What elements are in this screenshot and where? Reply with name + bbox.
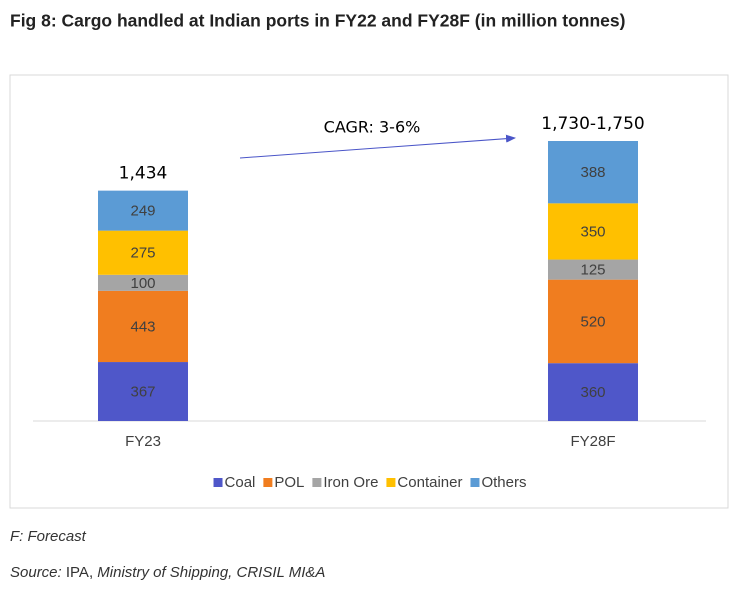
legend-swatch bbox=[263, 478, 273, 487]
source-rest: Ministry of Shipping, CRISIL MI&A bbox=[97, 564, 325, 581]
value-label: 443 bbox=[130, 318, 155, 335]
legend-swatch bbox=[470, 478, 480, 487]
legend-swatch bbox=[312, 478, 322, 487]
total-label: 1,730-1,750 bbox=[541, 114, 644, 134]
bar-segment bbox=[98, 190, 188, 231]
x-tick-label: FY28F bbox=[570, 433, 615, 450]
total-label: 1,434 bbox=[119, 164, 168, 184]
value-label: 249 bbox=[130, 203, 155, 220]
value-label: 275 bbox=[130, 245, 155, 262]
bar-segment bbox=[98, 274, 188, 291]
source: Source: IPA, Ministry of Shipping, CRISI… bbox=[10, 564, 325, 581]
bar-segment bbox=[548, 259, 638, 280]
cagr-arrow bbox=[239, 134, 516, 159]
source-label: Source: bbox=[10, 564, 62, 581]
value-label: 350 bbox=[580, 223, 605, 240]
legend-label: Iron Ore bbox=[323, 474, 378, 491]
bar-segment bbox=[548, 363, 638, 421]
legend-label: Others bbox=[481, 474, 526, 491]
bar-segment bbox=[98, 290, 188, 363]
value-label: 388 bbox=[580, 164, 605, 181]
bar-segment bbox=[98, 230, 188, 275]
value-label: 360 bbox=[580, 384, 605, 401]
plot-frame bbox=[9, 74, 729, 509]
bar-segment bbox=[548, 203, 638, 260]
legend-swatch bbox=[213, 478, 223, 487]
value-label: 125 bbox=[580, 262, 605, 279]
bar-segment bbox=[98, 362, 188, 421]
chart-title: Fig 8: Cargo handled at Indian ports in … bbox=[10, 11, 625, 31]
value-label: 367 bbox=[130, 383, 155, 400]
legend-swatch bbox=[386, 478, 396, 487]
value-label: 520 bbox=[580, 313, 605, 330]
footnote: F: Forecast bbox=[10, 528, 87, 545]
legend-label: Coal bbox=[225, 474, 256, 491]
bar-segment bbox=[548, 141, 638, 204]
legend-label: POL bbox=[274, 474, 304, 491]
source-plain: IPA, bbox=[66, 564, 93, 581]
bar-segment bbox=[548, 279, 638, 364]
x-tick-label: FY23 bbox=[125, 433, 161, 450]
annotation: CAGR: 3-6% bbox=[324, 118, 421, 137]
legend-label: Container bbox=[397, 474, 462, 491]
value-label: 100 bbox=[130, 275, 155, 292]
